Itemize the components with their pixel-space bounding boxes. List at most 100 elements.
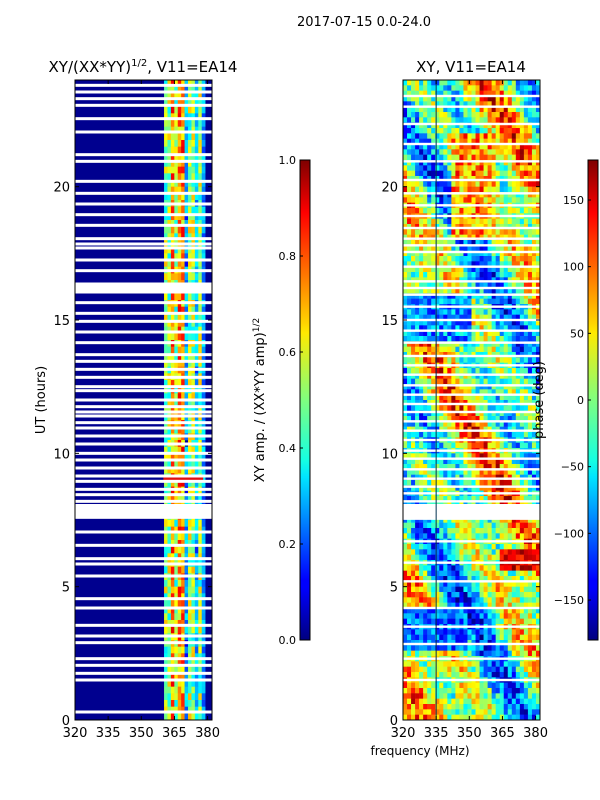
amp-cell xyxy=(184,160,189,167)
phase-cell xyxy=(443,218,448,225)
phase-cell xyxy=(463,165,468,171)
phase-cell xyxy=(443,597,448,603)
phase-cell xyxy=(411,80,416,86)
phase-cell xyxy=(527,288,533,294)
phase-cell xyxy=(411,384,416,390)
phase-cell xyxy=(451,416,456,422)
phase-cell xyxy=(407,309,412,315)
amp-cell xyxy=(177,293,182,301)
amp-cell xyxy=(167,193,172,201)
phase-cell xyxy=(455,661,460,667)
phase-cell xyxy=(475,517,480,523)
phase-cell xyxy=(495,645,501,651)
amp-cell xyxy=(167,320,172,327)
phase-cell xyxy=(463,256,468,262)
phase-cell xyxy=(491,496,496,502)
phase-cell xyxy=(499,496,505,502)
phase-cell xyxy=(447,629,452,635)
phase-cell xyxy=(471,128,476,134)
phase-cell xyxy=(419,101,424,107)
amp-cell xyxy=(170,253,175,261)
phase-cell xyxy=(467,453,472,459)
phase-cell xyxy=(527,565,533,571)
amp-cell xyxy=(170,153,175,161)
amp-cell xyxy=(184,180,189,187)
phase-cell xyxy=(431,250,436,257)
phase-cell xyxy=(487,341,492,347)
phase-cell xyxy=(419,144,424,150)
phase-cell xyxy=(463,266,468,273)
amp-cell xyxy=(191,146,196,154)
phase-cell xyxy=(491,645,496,651)
phase-cell xyxy=(531,208,537,214)
phase-cell xyxy=(463,117,468,123)
phase-cell xyxy=(415,645,420,651)
phase-cell xyxy=(479,165,484,171)
phase-cell xyxy=(459,138,464,145)
phase-cell xyxy=(435,522,440,529)
amp-cell xyxy=(181,553,185,561)
phase-cell xyxy=(487,528,492,534)
phase-cell xyxy=(423,314,428,321)
amp-cell xyxy=(164,673,168,681)
phase-cell xyxy=(495,528,501,534)
phase-cell xyxy=(459,170,464,177)
amp-cell xyxy=(184,126,189,134)
amp-cell xyxy=(191,586,196,594)
phase-cell xyxy=(459,464,464,470)
phase-cell xyxy=(491,282,496,289)
phase-cell xyxy=(407,117,412,123)
amp-cell xyxy=(174,326,179,334)
phase-cell xyxy=(431,485,436,491)
amp-cell xyxy=(194,313,199,321)
phase-cell xyxy=(431,592,436,598)
amp-cell xyxy=(167,213,172,221)
amp-cell xyxy=(170,700,175,707)
phase-cell xyxy=(531,442,537,449)
phase-cell xyxy=(531,554,537,561)
phase-cell xyxy=(523,544,529,550)
phase-cell xyxy=(435,517,440,523)
phase-cell xyxy=(531,421,537,427)
phase-cell xyxy=(403,85,408,91)
phase-cell xyxy=(535,469,540,475)
phase-cell xyxy=(471,197,476,203)
phase-cell xyxy=(471,389,476,395)
phase-cell xyxy=(459,576,464,582)
amp-cell xyxy=(170,546,175,554)
phase-cell xyxy=(511,389,517,395)
phase-cell xyxy=(487,373,492,379)
phase-cell xyxy=(499,592,505,598)
amp-cell xyxy=(188,613,192,621)
phase-cell xyxy=(427,517,432,523)
phase-cell xyxy=(511,85,517,91)
phase-cell xyxy=(503,208,509,214)
phase-cell xyxy=(467,186,472,193)
phase-cell xyxy=(491,144,496,150)
phase-cell xyxy=(491,320,496,326)
phase-cell xyxy=(487,309,492,315)
phase-cell xyxy=(519,133,525,139)
phase-cell xyxy=(479,85,484,91)
amp-cell xyxy=(167,466,172,474)
phase-cell xyxy=(451,421,456,427)
phase-cell xyxy=(459,208,464,214)
phase-cell xyxy=(479,346,484,353)
phase-cell xyxy=(507,608,513,614)
phase-cell xyxy=(527,261,533,267)
phase-cell xyxy=(459,405,464,411)
phase-cell xyxy=(491,432,496,438)
amp-cell xyxy=(170,493,175,501)
amp-cell xyxy=(164,226,168,234)
x-tick-label: 320 xyxy=(63,726,88,741)
phase-cell xyxy=(479,618,484,625)
phase-cell xyxy=(411,330,416,337)
phase-cell xyxy=(527,592,533,598)
phase-cell xyxy=(415,149,420,155)
phase-cell xyxy=(403,416,408,422)
phase-cell xyxy=(455,96,460,102)
phase-cell xyxy=(507,581,513,587)
phase-cell xyxy=(499,341,505,347)
phase-cell xyxy=(511,517,517,523)
phase-cell xyxy=(531,96,537,102)
